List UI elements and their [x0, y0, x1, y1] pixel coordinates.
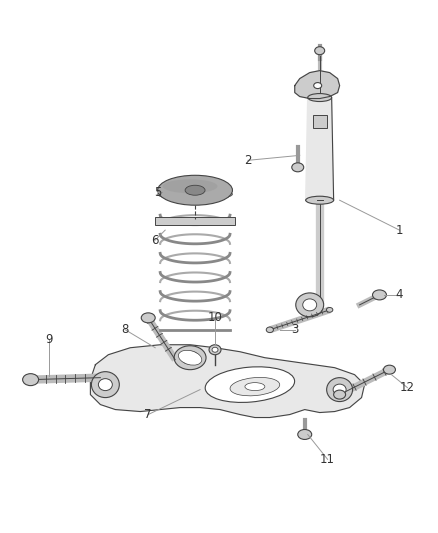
Ellipse shape [326, 308, 333, 312]
Text: 3: 3 [291, 324, 298, 336]
Ellipse shape [266, 327, 273, 333]
Ellipse shape [185, 185, 205, 195]
Ellipse shape [181, 351, 199, 364]
Text: 2: 2 [244, 154, 252, 167]
Ellipse shape [296, 293, 324, 317]
Ellipse shape [245, 383, 265, 391]
Text: 6: 6 [152, 233, 159, 247]
Ellipse shape [162, 179, 218, 193]
Text: 9: 9 [45, 333, 52, 346]
Ellipse shape [141, 313, 155, 323]
Text: 8: 8 [122, 324, 129, 336]
Ellipse shape [333, 384, 346, 395]
Text: 4: 4 [396, 288, 403, 301]
Text: 10: 10 [208, 311, 223, 325]
Ellipse shape [92, 372, 119, 398]
Ellipse shape [209, 345, 221, 355]
Ellipse shape [298, 430, 312, 439]
Text: 7: 7 [145, 408, 152, 421]
Ellipse shape [327, 378, 353, 401]
Ellipse shape [212, 347, 218, 352]
Ellipse shape [174, 346, 206, 370]
Polygon shape [306, 98, 334, 200]
Ellipse shape [99, 378, 112, 391]
Ellipse shape [292, 163, 304, 172]
Ellipse shape [314, 83, 321, 88]
Ellipse shape [230, 377, 280, 396]
Ellipse shape [384, 365, 396, 374]
Text: 5: 5 [155, 185, 162, 199]
Polygon shape [313, 116, 327, 128]
Ellipse shape [308, 94, 332, 101]
Ellipse shape [372, 290, 386, 300]
Ellipse shape [23, 374, 39, 385]
Ellipse shape [158, 188, 233, 200]
Ellipse shape [303, 299, 317, 311]
Ellipse shape [205, 367, 295, 402]
Ellipse shape [306, 196, 334, 204]
Ellipse shape [314, 47, 325, 55]
Polygon shape [90, 345, 364, 417]
Text: 11: 11 [320, 453, 335, 466]
Ellipse shape [334, 390, 346, 399]
Ellipse shape [178, 350, 202, 365]
Polygon shape [155, 217, 235, 225]
Ellipse shape [158, 175, 233, 205]
Text: 1: 1 [396, 224, 403, 237]
Text: 12: 12 [400, 381, 415, 394]
Polygon shape [295, 71, 339, 99]
